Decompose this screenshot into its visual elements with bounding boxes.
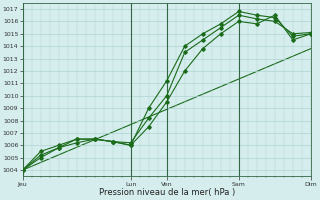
X-axis label: Pression niveau de la mer( hPa ): Pression niveau de la mer( hPa ) [99,188,235,197]
